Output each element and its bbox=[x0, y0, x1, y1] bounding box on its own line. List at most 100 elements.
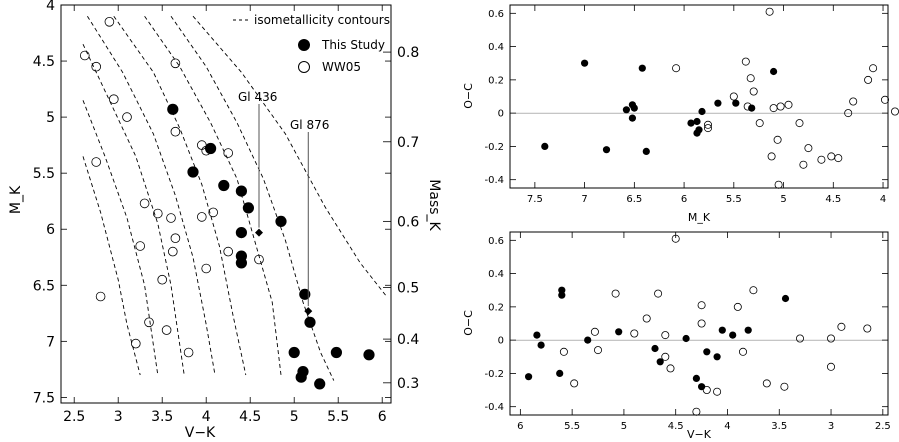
ww05-point bbox=[197, 140, 207, 150]
x-tick-label: 2.5 bbox=[63, 409, 85, 425]
annotation-diamond bbox=[304, 307, 313, 316]
y-tick-label: 0.4 bbox=[488, 269, 504, 280]
ww05-point bbox=[135, 241, 146, 251]
x-tick-label: 4 bbox=[202, 409, 211, 425]
this-study-point bbox=[615, 328, 623, 336]
ww05-point bbox=[254, 254, 264, 265]
ww05-point bbox=[864, 75, 873, 84]
x-tick-label: 6 bbox=[517, 421, 523, 432]
this-study-point bbox=[330, 346, 342, 359]
ww05-point bbox=[869, 64, 878, 73]
this-study-point bbox=[533, 331, 541, 339]
ww05-point bbox=[611, 289, 620, 298]
y-tick-label: 0.2 bbox=[488, 75, 504, 86]
ww05-point bbox=[765, 7, 774, 16]
ww05-point bbox=[170, 58, 181, 69]
cmd-mass-axis-label: Mass_K bbox=[426, 179, 442, 231]
ww05-point bbox=[642, 314, 651, 323]
x-tick-label: 4.5 bbox=[239, 409, 261, 425]
ww05-point bbox=[769, 104, 778, 113]
x-tick-label: 5.5 bbox=[726, 194, 742, 205]
ww05-point bbox=[755, 119, 764, 128]
legend-this-study-label: This Study bbox=[321, 38, 385, 52]
this-study-point bbox=[556, 369, 564, 377]
ww05-point bbox=[559, 347, 568, 356]
cmd-panel: 2.5 3 3.5 4 4.5 5 5.5 6 4 4.5 5 5.5 6 6.5 7 7.5 0.8 0.7 0.… bbox=[8, 0, 442, 441]
ww05-point bbox=[804, 144, 813, 153]
x-tick-label: 5.5 bbox=[327, 409, 349, 425]
ww05-point bbox=[704, 120, 713, 129]
ww05-point bbox=[762, 379, 771, 388]
contour-group bbox=[82, 15, 387, 381]
ww05-point bbox=[157, 274, 168, 285]
residual-vk-panel: 6 5.5 5 4.5 4 3.5 3 2.5 -0.4 -0.2 0 0.2 0.4 0.6 V−K O… bbox=[462, 231, 891, 441]
legend-open-marker bbox=[298, 61, 310, 73]
ww05-point bbox=[817, 155, 826, 164]
isometallicity-contour bbox=[144, 15, 282, 376]
this-study-point bbox=[744, 326, 752, 334]
ww05-point bbox=[161, 325, 172, 335]
ww05-point bbox=[168, 246, 178, 257]
ww05-point bbox=[122, 112, 132, 122]
residual-mk-x-axis-label: M_K bbox=[688, 211, 711, 224]
ww05-point bbox=[91, 157, 101, 167]
y-tick-label: 5 bbox=[46, 110, 55, 126]
residual-mk-tick-group: 7.5 7 6.5 6 5.5 5 4.5 4 -0.4 -0.2 0 0.2 0.4 0.6 bbox=[484, 5, 888, 205]
y-tick-label: -0.4 bbox=[484, 402, 504, 413]
this-study-point bbox=[748, 104, 756, 112]
this-study-point bbox=[714, 99, 722, 107]
residual-vk-x-axis-label: V−K bbox=[687, 428, 712, 441]
cmd-tick-group: 2.5 3 3.5 4 4.5 5 5.5 6 4 4.5 5 5.5 6 6.5 7 7.5 0.8 0.7 0.… bbox=[33, 0, 420, 425]
y-tick-label: 7 bbox=[46, 334, 55, 350]
gl436-label: Gl 436 bbox=[238, 90, 277, 104]
residual-mk-point-group bbox=[541, 7, 899, 189]
ww05-point bbox=[197, 212, 207, 222]
annotation-diamond bbox=[255, 228, 263, 237]
this-study-point bbox=[275, 215, 287, 227]
y-tick-label: 5.5 bbox=[33, 166, 55, 182]
residual-vk-y-axis-label: O−C bbox=[462, 310, 475, 336]
legend-contours-label: isometallicity contours bbox=[254, 13, 390, 27]
ww05-point bbox=[672, 64, 681, 73]
annotation-markers bbox=[255, 104, 313, 316]
y-tick-label: 6 bbox=[46, 222, 55, 238]
ww05-point bbox=[630, 329, 639, 338]
ww05-point bbox=[654, 289, 663, 298]
ww05-point bbox=[743, 102, 752, 111]
ww05-point bbox=[201, 145, 212, 156]
ww05-point bbox=[713, 387, 722, 396]
ww05-point bbox=[661, 331, 670, 340]
ww05-point bbox=[834, 154, 843, 163]
this-study-point bbox=[167, 103, 179, 115]
ww05-point bbox=[767, 152, 776, 161]
gl876-label: Gl 876 bbox=[290, 118, 329, 132]
ww05-point bbox=[776, 102, 785, 111]
this-study-point bbox=[687, 119, 695, 127]
ww05-point bbox=[223, 246, 234, 257]
this-study-point bbox=[630, 104, 638, 112]
ww05-point bbox=[183, 347, 194, 358]
this-study-point bbox=[299, 288, 311, 300]
residual-mk-panel: 7.5 7 6.5 6 5.5 5 4.5 4 -0.4 -0.2 0 0.2 0.4 0.6 M_K O… bbox=[462, 4, 899, 224]
x-tick-label: 6.5 bbox=[626, 194, 642, 205]
ww05-point bbox=[849, 97, 858, 106]
x-tick-label: 5.5 bbox=[564, 421, 580, 432]
ww05-point bbox=[144, 317, 154, 328]
this-study-point bbox=[642, 147, 650, 155]
ww05-point bbox=[109, 94, 119, 104]
this-study-point bbox=[525, 373, 533, 381]
x-tick-label: 4.5 bbox=[825, 194, 841, 205]
this-study-point bbox=[682, 334, 690, 343]
this-study-point bbox=[695, 126, 703, 134]
x-tick-label: 7 bbox=[581, 194, 587, 205]
ww05-point bbox=[570, 379, 579, 388]
this-study-point bbox=[218, 179, 230, 192]
ww05-point bbox=[891, 107, 899, 116]
isometallicity-contour bbox=[170, 15, 335, 381]
legend-filled-marker bbox=[298, 39, 310, 51]
ww05-point bbox=[774, 180, 783, 189]
residual-mk-y-axis-label: O−C bbox=[462, 83, 475, 109]
ww05-point bbox=[131, 338, 141, 349]
this-study-point bbox=[288, 346, 300, 359]
this-study-point bbox=[638, 64, 646, 72]
